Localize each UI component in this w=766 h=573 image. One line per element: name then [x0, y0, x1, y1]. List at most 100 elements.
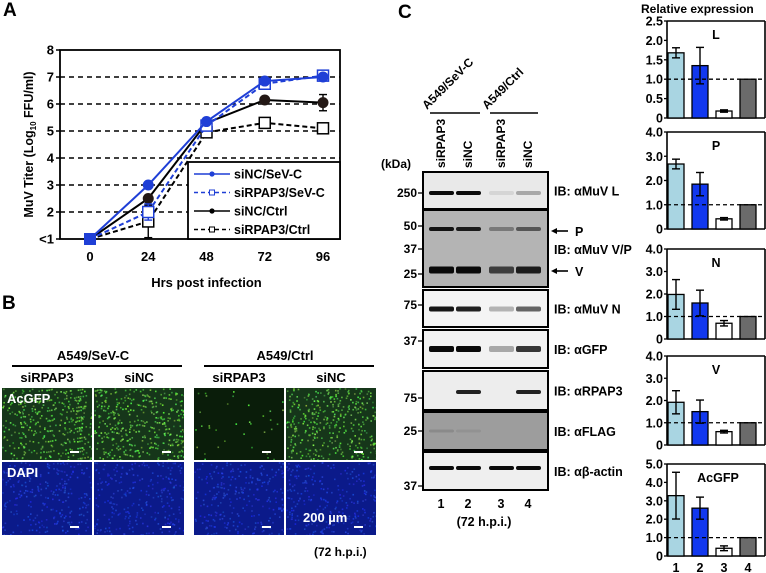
bar-chart-v: 0 1.0 2.0 3.0 4.0 V	[646, 350, 766, 453]
blot-panel: 50 37 25 IB: αMuV V/P P V	[404, 209, 632, 288]
western-blot: A549/SeV-C A549/Ctrl siRPAP3 siNC siRPAP3 siN…	[381, 55, 632, 529]
svg-text:1.0: 1.0	[646, 73, 663, 87]
panel-b-label: B	[2, 293, 16, 314]
ib-label: IB: αFLAG	[554, 425, 616, 439]
microscopy-column-label: siRPAP3	[212, 370, 266, 385]
svg-text:MuV Titer (Log10 FFU/ml): MuV Titer (Log10 FFU/ml)	[22, 71, 38, 217]
svg-text:2.0: 2.0	[646, 174, 663, 188]
svg-text:(72 h.p.i.): (72 h.p.i.)	[457, 515, 512, 529]
dapi-image: DAPI	[2, 462, 92, 535]
svg-text:4.0: 4.0	[646, 126, 663, 140]
scale-bar	[262, 451, 271, 453]
blot-panel: 75 IB: αMuV N	[404, 289, 621, 328]
scale-bar	[162, 451, 171, 453]
svg-text:50: 50	[404, 219, 418, 233]
microscopy-group-label: A549/Ctrl	[256, 348, 314, 363]
svg-text:25: 25	[404, 267, 418, 281]
svg-text:3.0: 3.0	[646, 150, 663, 164]
group-underline	[12, 365, 182, 367]
legend-label: siNC/Ctrl	[234, 205, 287, 219]
panel-c-label: C	[398, 2, 412, 23]
svg-text:3: 3	[47, 178, 54, 193]
svg-text:A549/Ctrl: A549/Ctrl	[479, 65, 526, 112]
svg-text:2: 2	[465, 497, 472, 511]
svg-text:25: 25	[404, 424, 418, 438]
relative-expression-charts: 0 0.5 1.0 1.5 2.0 2.5 L 0 1.0 2.0 3.0 4.0 P 0 1.0 2.0 3.…	[646, 15, 766, 573]
bar-chart-n: 0 1.0 2.0 3.0 4.0 N	[646, 243, 766, 347]
scale-bar-label: 200 µm	[303, 510, 348, 525]
ib-label: IB: αMuV L	[554, 185, 620, 199]
group-underline	[204, 365, 374, 367]
svg-text:(kDa): (kDa)	[381, 157, 411, 171]
svg-text:6: 6	[47, 97, 54, 112]
blot-panel: 75 IB: αRPAP3	[404, 370, 623, 411]
svg-text:4.0: 4.0	[646, 243, 663, 257]
svg-text:1: 1	[438, 497, 445, 511]
acgfp-image	[94, 388, 184, 460]
scale-bar	[354, 526, 363, 528]
svg-text:5.0: 5.0	[646, 458, 663, 472]
ib-label: IB: αGFP	[554, 343, 608, 357]
svg-text:2.0: 2.0	[646, 34, 663, 48]
svg-text:4.0: 4.0	[646, 350, 663, 364]
svg-text:4: 4	[47, 151, 55, 166]
svg-text:1.5: 1.5	[646, 53, 663, 67]
microscopy-column-label: siNC	[124, 370, 154, 385]
svg-text:<1: <1	[39, 232, 54, 247]
ib-label: IB: αβ-actin	[554, 465, 623, 479]
legend-label: siNC/SeV-C	[234, 168, 302, 182]
svg-text:75: 75	[404, 391, 418, 405]
svg-text:siNC: siNC	[461, 140, 475, 168]
svg-text:2.0: 2.0	[646, 394, 663, 408]
dapi-image	[286, 462, 376, 535]
svg-text:siRPAP3: siRPAP3	[494, 119, 508, 168]
legend-label: siRPAP3/Ctrl	[234, 223, 310, 237]
svg-text:37: 37	[404, 479, 418, 493]
scale-bar	[70, 526, 79, 528]
ib-label: IB: αMuV N	[554, 303, 621, 317]
svg-text:Hrs post infection: Hrs post infection	[151, 275, 262, 290]
svg-text:4.0: 4.0	[646, 476, 663, 490]
svg-text:A549/SeV-C: A549/SeV-C	[419, 55, 476, 112]
ib-label: IB: αMuV V/P	[554, 243, 632, 257]
ib-label: IB: αRPAP3	[554, 385, 623, 399]
svg-text:V: V	[575, 265, 584, 279]
svg-text:37: 37	[404, 242, 418, 256]
svg-text:0.5: 0.5	[646, 92, 663, 106]
legend-label: siRPAP3/SeV-C	[234, 186, 325, 200]
svg-text:AcGFP: AcGFP	[697, 471, 739, 485]
svg-text:siNC: siNC	[521, 140, 535, 168]
blot-panel: 37 IB: αGFP	[404, 329, 608, 369]
svg-text:0: 0	[86, 249, 93, 264]
svg-text:P: P	[712, 139, 720, 153]
bar-chart-acgfp: 0 1.0 2.0 3.0 4.0 5.0 AcGFP 1 2 3 4	[646, 458, 766, 573]
acgfp-image	[286, 388, 376, 460]
svg-text:24: 24	[141, 249, 156, 264]
svg-text:3.0: 3.0	[646, 265, 663, 279]
scale-bar	[70, 451, 79, 453]
dapi-image	[194, 462, 284, 535]
blot-panel: 37 IB: αβ-actin	[404, 451, 623, 493]
svg-text:2.0: 2.0	[646, 288, 663, 302]
svg-text:8: 8	[47, 43, 54, 58]
svg-text:0: 0	[656, 112, 663, 126]
scale-bar	[262, 526, 271, 528]
svg-text:N: N	[711, 256, 720, 270]
svg-text:V: V	[712, 363, 721, 377]
bar-chart-l: 0 0.5 1.0 1.5 2.0 2.5 L	[646, 15, 766, 126]
svg-text:3: 3	[721, 561, 728, 573]
microscopy-group-label: A549/SeV-C	[56, 348, 130, 363]
channel-label: DAPI	[7, 465, 39, 480]
svg-text:2.0: 2.0	[646, 513, 663, 527]
svg-text:4: 4	[525, 497, 532, 511]
svg-text:2.5: 2.5	[646, 15, 663, 29]
dapi-image	[94, 462, 184, 535]
svg-text:0: 0	[656, 439, 663, 453]
acgfp-image	[194, 388, 284, 460]
scale-bar	[162, 526, 171, 528]
svg-text:3.0: 3.0	[646, 494, 663, 508]
svg-text:P: P	[575, 225, 583, 239]
panel-a-label: A	[3, 0, 17, 21]
channel-label: AcGFP	[7, 391, 51, 406]
acgfp-image: AcGFP	[2, 388, 92, 460]
